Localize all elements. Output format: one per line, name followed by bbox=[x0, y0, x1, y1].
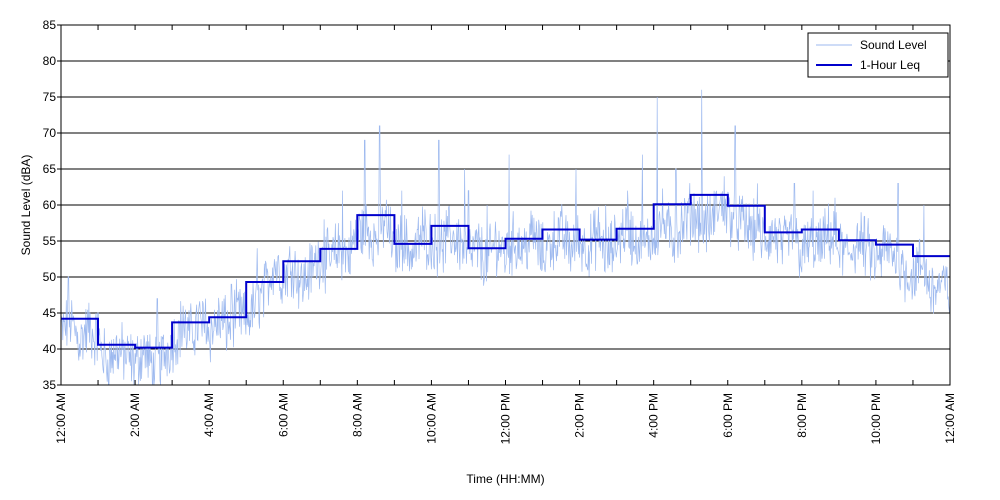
x-tick-label: 8:00 AM bbox=[350, 393, 364, 437]
x-tick-label: 8:00 PM bbox=[795, 393, 809, 438]
x-tick-label: 4:00 AM bbox=[202, 393, 216, 437]
legend-label-sound-level: Sound Level bbox=[860, 38, 927, 52]
x-tick-label: 12:00 AM bbox=[54, 393, 68, 444]
x-axis-title: Time (HH:MM) bbox=[466, 472, 544, 486]
y-tick-label: 65 bbox=[43, 162, 57, 176]
legend: Sound Level 1-Hour Leq bbox=[807, 32, 949, 78]
y-tick-label: 75 bbox=[43, 90, 57, 104]
x-tick-label: 2:00 AM bbox=[128, 393, 142, 437]
series-sound-level-line bbox=[60, 89, 951, 386]
y-tick-label: 80 bbox=[43, 54, 57, 68]
legend-box bbox=[807, 32, 949, 78]
x-tick-label: 12:00 AM bbox=[943, 393, 957, 444]
series-1-hour-leq-line bbox=[61, 193, 950, 349]
y-tick-label: 55 bbox=[43, 234, 57, 248]
x-tick-label: 4:00 PM bbox=[647, 393, 661, 438]
y-tick-label: 50 bbox=[43, 270, 57, 284]
y-axis-title: Sound Level (dBA) bbox=[19, 155, 33, 256]
y-tick-label: 45 bbox=[43, 306, 57, 320]
y-tick-label: 85 bbox=[43, 18, 57, 32]
y-tick-layer: 35 40 45 50 55 60 65 70 75 80 85 bbox=[43, 18, 61, 392]
series-layer bbox=[60, 89, 951, 386]
x-tick-label: 6:00 PM bbox=[721, 393, 735, 438]
y-tick-label: 40 bbox=[43, 342, 57, 356]
grid-layer bbox=[61, 24, 950, 386]
x-tick-label: 12:00 PM bbox=[499, 393, 513, 444]
x-tick-label: 10:00 AM bbox=[424, 393, 438, 444]
x-tick-layer: 12:00 AM 2:00 AM 4:00 AM 6:00 AM 8:00 AM 10:0… bbox=[54, 25, 957, 444]
y-tick-label: 70 bbox=[43, 126, 57, 140]
y-tick-label: 60 bbox=[43, 198, 57, 212]
x-tick-label: 2:00 PM bbox=[573, 393, 587, 438]
x-tick-label: 10:00 PM bbox=[869, 393, 883, 444]
y-tick-label: 35 bbox=[43, 378, 57, 392]
legend-label-1-hour-leq: 1-Hour Leq bbox=[860, 58, 920, 72]
x-tick-label: 6:00 AM bbox=[276, 393, 290, 437]
